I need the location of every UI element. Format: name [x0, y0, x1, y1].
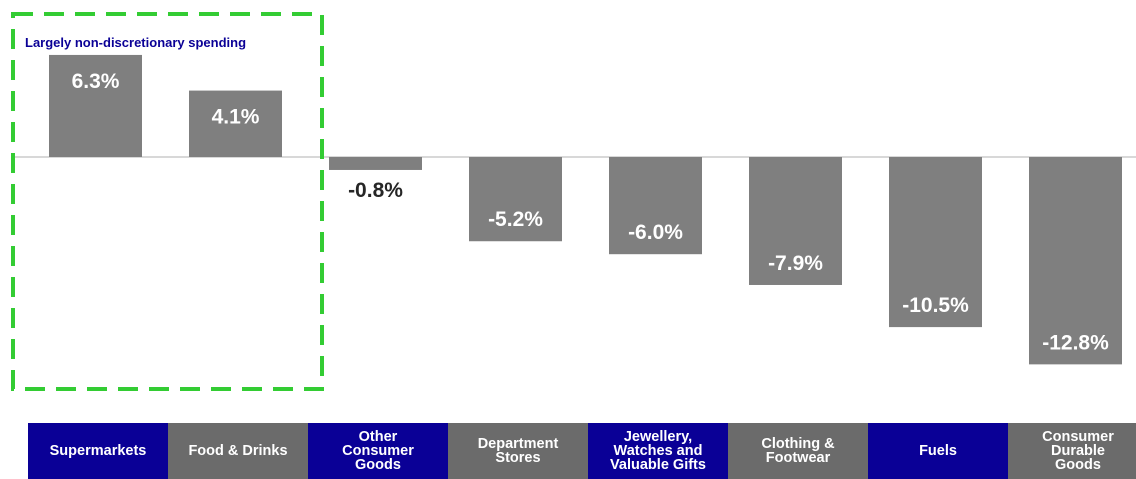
bar-1	[49, 54, 142, 157]
bar-label-5: -6.0%	[628, 221, 683, 244]
bar-label-8: -12.8%	[1042, 331, 1109, 354]
non-discretionary-highlight-box	[11, 12, 324, 391]
bar-4	[469, 157, 562, 242]
bar-7	[889, 157, 982, 328]
bar-label-4: -5.2%	[488, 208, 543, 231]
bar-label-2: 4.1%	[212, 106, 260, 129]
data-labels-group: 6.3% 4.1% -0.8% -5.2% -6.0% -7.9% -10.5% -12.8%	[72, 70, 1110, 354]
non-discretionary-annotation: Largely non-discretionary spending	[25, 35, 246, 50]
bar-3	[329, 157, 422, 170]
bar-label-7: -10.5%	[902, 294, 969, 317]
category-label-5: Jewellery, Watches and Valuable Gifts	[588, 423, 728, 479]
bar-5	[609, 157, 702, 255]
category-label-3: Other Consumer Goods	[308, 423, 448, 479]
category-label-2: Food & Drinks	[168, 423, 308, 479]
bar-8	[1029, 157, 1122, 365]
bar-label-1: 6.3%	[72, 70, 120, 93]
category-label-7: Fuels	[868, 423, 1008, 479]
category-label-6: Clothing & Footwear	[728, 423, 868, 479]
category-label-8: Consumer Durable Goods	[1008, 423, 1136, 479]
bar-6	[749, 157, 842, 285]
bar-label-3: -0.8%	[348, 179, 403, 202]
bar-2	[189, 90, 282, 157]
category-label-4: Department Stores	[448, 423, 588, 479]
category-label-1: Supermarkets	[28, 423, 168, 479]
bars-group	[49, 54, 1122, 365]
bar-label-6: -7.9%	[768, 252, 823, 275]
